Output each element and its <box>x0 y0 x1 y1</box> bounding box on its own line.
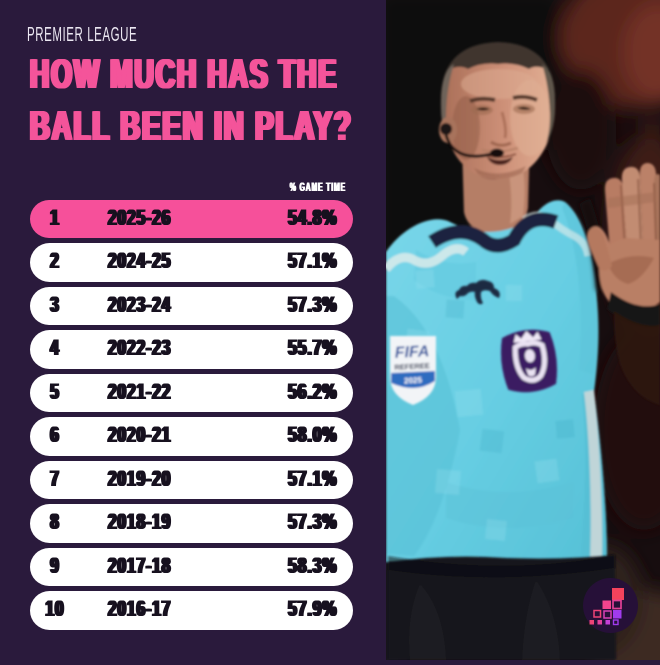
svg-text:FIFA: FIFA <box>394 343 430 362</box>
svg-text:2025: 2025 <box>404 376 423 386</box>
svg-text:REFEREE: REFEREE <box>394 361 430 372</box>
